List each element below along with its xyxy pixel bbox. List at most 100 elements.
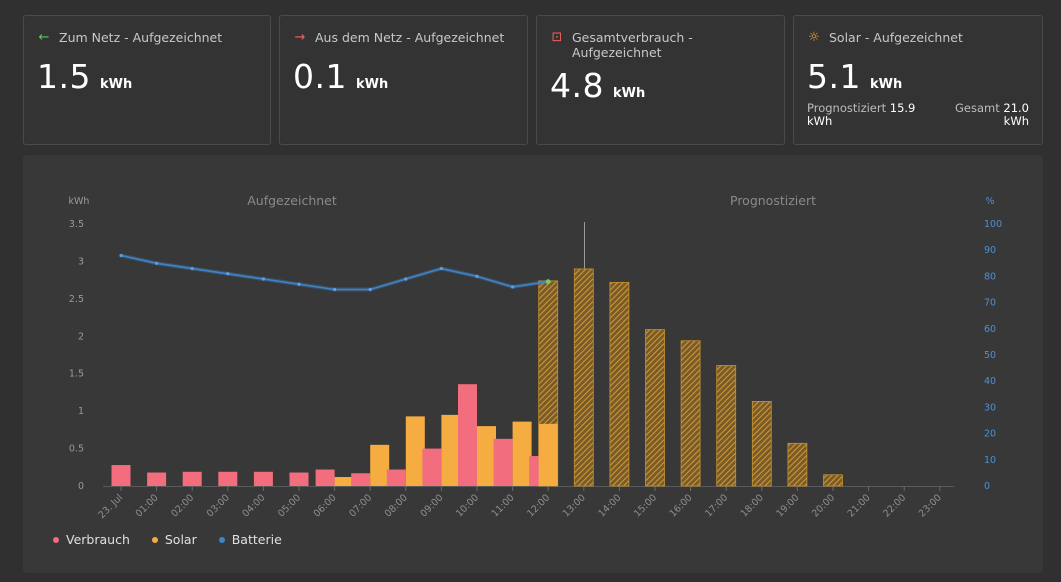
battery-point xyxy=(155,261,159,265)
battery-point xyxy=(475,274,479,278)
legend-label: Verbrauch xyxy=(66,532,130,547)
y-tick-right: 50 xyxy=(984,350,996,361)
y-tick-right: 30 xyxy=(984,402,996,413)
verbrauch-bar xyxy=(422,448,442,486)
y-tick-left: 0.5 xyxy=(69,444,84,455)
forecast-solar-bar xyxy=(823,474,843,487)
forecast-solar-bar xyxy=(751,401,772,487)
energy-chart-panel xyxy=(23,155,1043,573)
verbrauch-bar xyxy=(218,471,238,486)
section-forecast-label: Prognostiziert xyxy=(730,193,816,208)
total-value: 21.0 xyxy=(1003,101,1029,115)
x-tick-label: 11:00 xyxy=(490,492,517,519)
solar-total: Gesamt 21.0 kWh xyxy=(955,102,1029,128)
x-tick-label: 15:00 xyxy=(632,492,659,519)
card-unit: kWh xyxy=(99,77,133,92)
x-tick-label: 04:00 xyxy=(240,492,267,519)
y-tick-right: 40 xyxy=(984,376,996,387)
solar-bar xyxy=(405,416,425,486)
y-tick-right: 60 xyxy=(984,324,996,335)
x-tick-label: 14:00 xyxy=(596,492,623,519)
card-solar[interactable]: ☼ Solar - Aufgezeichnet 5.1 kWh Prognost… xyxy=(793,15,1043,145)
forecast-solar-bar xyxy=(716,365,737,487)
section-recorded-label: Aufgezeichnet xyxy=(247,193,337,208)
x-tick-label: 06:00 xyxy=(312,492,339,519)
card-from-grid[interactable]: → Aus dem Netz - Aufgezeichnet 0.1 kWh xyxy=(279,15,528,145)
sun-icon: ☼ xyxy=(808,30,820,45)
y-tick-right: 100 xyxy=(984,219,1002,230)
legend-item-solar[interactable]: Solar xyxy=(151,532,197,547)
x-tick-label: 17:00 xyxy=(703,492,730,519)
legend-label: Batterie xyxy=(231,532,282,547)
solar-bar xyxy=(370,444,390,486)
forecast-solar-bar xyxy=(573,268,594,487)
y-tick-right: 80 xyxy=(984,271,996,282)
card-value: 0.1 xyxy=(293,57,347,96)
solar-bar xyxy=(477,426,496,486)
card-title: Aus dem Netz - Aufgezeichnet xyxy=(315,30,505,45)
battery-line xyxy=(120,254,549,291)
arrow-left-icon: ← xyxy=(38,30,50,45)
forecast-solar-bar xyxy=(787,442,808,487)
battery-point xyxy=(510,285,515,289)
y-tick-right: 0 xyxy=(984,481,990,492)
card-title: Solar - Aufgezeichnet xyxy=(829,30,963,45)
solar-bar xyxy=(538,423,558,486)
solar-bar xyxy=(441,414,461,486)
card-to-grid[interactable]: ← Zum Netz - Aufgezeichnet 1.5 kWh xyxy=(23,15,271,145)
x-tick-label: 03:00 xyxy=(205,492,232,519)
x-tick-label: 18:00 xyxy=(739,492,766,519)
total-unit: kWh xyxy=(1003,114,1029,128)
battery-point xyxy=(119,253,123,258)
battery-point xyxy=(226,272,230,276)
total-label: Gesamt xyxy=(954,101,1000,115)
verbrauch-bar xyxy=(458,384,477,486)
legend-item-verbrauch[interactable]: Verbrauch xyxy=(53,532,130,547)
card-unit: kWh xyxy=(355,77,389,92)
verbrauch-bar xyxy=(351,473,371,486)
x-tick-label: 05:00 xyxy=(276,492,303,519)
battery-point xyxy=(404,277,408,281)
battery-band xyxy=(121,253,549,292)
battery-point xyxy=(545,279,551,285)
card-title: Zum Netz - Aufgezeichnet xyxy=(59,30,223,45)
socket-icon: ⊡ xyxy=(551,30,563,45)
x-tick-label: 20:00 xyxy=(810,492,837,519)
x-tick-label: 12:00 xyxy=(525,492,552,519)
y-tick-right: 90 xyxy=(984,245,996,256)
x-tick-label: 08:00 xyxy=(383,492,410,519)
verbrauch-bar xyxy=(147,472,167,486)
forecast-label: Prognostiziert xyxy=(807,101,887,115)
y-axis-left-unit: kWh xyxy=(69,196,90,207)
y-tick-right: 10 xyxy=(984,455,996,466)
card-unit: kWh xyxy=(612,86,646,101)
card-value: 1.5 xyxy=(37,57,91,96)
card-title: Gesamtverbrauch - Aufgezeichnet xyxy=(572,30,693,60)
verbrauch-bar xyxy=(386,469,406,486)
x-tick-label: 10:00 xyxy=(454,492,481,519)
card-value: 5.1 xyxy=(807,57,861,96)
y-tick-left: 0 xyxy=(78,481,84,492)
y-tick-left: 1 xyxy=(78,406,84,417)
battery-point xyxy=(190,266,194,271)
x-tick-label: 07:00 xyxy=(347,492,374,519)
x-tick-label: 23. Jul xyxy=(96,492,125,521)
forecast-solar-bar xyxy=(609,281,630,487)
verbrauch-bar xyxy=(253,471,273,486)
x-tick-label: 09:00 xyxy=(418,492,445,519)
forecast-unit: kWh xyxy=(807,114,833,128)
verbrauch-bar xyxy=(111,465,131,486)
legend-item-batterie[interactable]: Batterie xyxy=(218,532,282,547)
battery-point xyxy=(333,287,337,292)
battery-point xyxy=(439,266,443,271)
battery-point xyxy=(368,287,372,292)
card-total-consumption[interactable]: ⊡ Gesamtverbrauch - Aufgezeichnet 4.8 kW… xyxy=(536,15,785,145)
x-tick-label: 19:00 xyxy=(774,492,801,519)
verbrauch-bar xyxy=(289,472,309,486)
y-tick-right: 70 xyxy=(984,298,996,309)
card-unit: kWh xyxy=(869,77,903,92)
verbrauch-bar xyxy=(182,471,202,486)
x-tick-label: 01:00 xyxy=(134,492,161,519)
verbrauch-swatch xyxy=(53,536,59,543)
